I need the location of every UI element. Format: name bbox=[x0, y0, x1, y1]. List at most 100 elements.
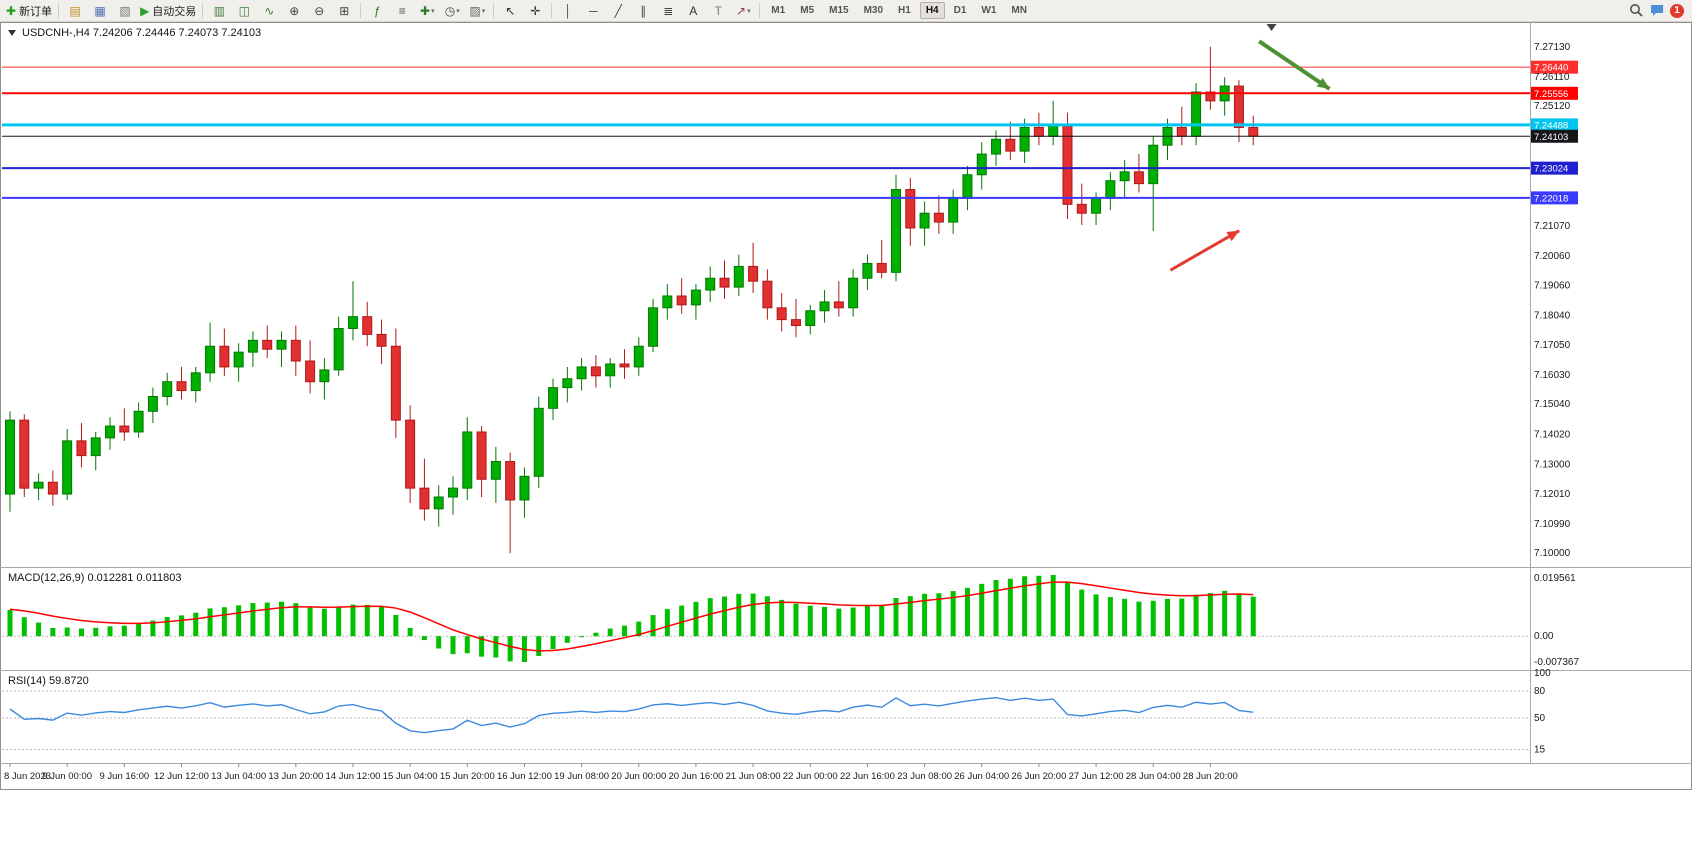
trendline-icon[interactable]: ╱ bbox=[606, 2, 630, 20]
resistance-line-upper-badge: 7.26440 bbox=[1531, 60, 1578, 74]
timeframe-h4-button[interactable]: H4 bbox=[919, 2, 945, 19]
price-badge-label: 7.24488 bbox=[1534, 120, 1568, 131]
bar-chart-icon[interactable]: ▥ bbox=[207, 2, 231, 20]
indicators-icon: ƒ bbox=[373, 3, 381, 18]
autotrading-icon: ▶ bbox=[140, 3, 150, 18]
market-watch-icon: ▤ bbox=[69, 3, 81, 18]
red-arrow[interactable] bbox=[1169, 229, 1241, 272]
dropdown-caret-icon: ▾ bbox=[747, 7, 751, 15]
time-label: 16 Jun 12:00 bbox=[497, 771, 552, 782]
candlestick-chart-icon: ◫ bbox=[238, 3, 250, 18]
zoom-out-icon[interactable]: ⊖ bbox=[307, 2, 331, 20]
toolbar-right: 1 bbox=[1629, 3, 1688, 18]
label-icon: T bbox=[714, 3, 722, 18]
templates-icon: ▨ bbox=[469, 3, 481, 18]
green-arrow[interactable] bbox=[1258, 39, 1331, 91]
cursor-icon[interactable]: ↖ bbox=[498, 2, 522, 20]
autotrading-button-label: 自动交易 bbox=[152, 5, 197, 18]
horizontal-line-icon: ─ bbox=[589, 3, 598, 18]
rsi-tick: 15 bbox=[1534, 745, 1546, 756]
toolbar-separator bbox=[202, 3, 204, 18]
arrows-icon[interactable]: ↗ ▾ bbox=[731, 2, 755, 20]
navigator-icon[interactable]: ▦ bbox=[88, 2, 112, 20]
resistance-line-badge: 7.25556 bbox=[1531, 86, 1578, 100]
timeframe-d1-button[interactable]: D1 bbox=[953, 5, 967, 16]
chart-shift-marker[interactable] bbox=[1266, 24, 1277, 31]
rsi-tick: 80 bbox=[1534, 686, 1546, 697]
text-icon[interactable]: A bbox=[681, 2, 705, 20]
rsi-tick: 100 bbox=[1534, 668, 1551, 679]
zoom-in-icon: ⊕ bbox=[289, 3, 300, 18]
chat-icon[interactable] bbox=[1649, 3, 1665, 18]
toolbar-separator bbox=[759, 3, 761, 18]
price-badge-label: 7.23024 bbox=[1534, 164, 1568, 175]
macd-tick: -0.007367 bbox=[1534, 657, 1579, 668]
autotrading-button[interactable]: ▶ 自动交易 bbox=[138, 2, 198, 20]
price-tick: 7.16030 bbox=[1534, 370, 1571, 381]
new-order-button[interactable]: ✚ 新订单 bbox=[4, 2, 54, 20]
current-price-line-badge: 7.24103 bbox=[1531, 129, 1578, 143]
price-tick: 7.13000 bbox=[1534, 459, 1571, 470]
trendline-icon: ╱ bbox=[614, 3, 622, 18]
objects-list-icon[interactable]: ≡ bbox=[390, 2, 414, 20]
templates-icon[interactable]: ▨ ▾ bbox=[465, 2, 489, 20]
price-tick: 7.15040 bbox=[1534, 399, 1571, 410]
line-chart-icon[interactable]: ∿ bbox=[257, 2, 281, 20]
horizontal-line-icon[interactable]: ─ bbox=[581, 2, 605, 20]
fibonacci-icon[interactable]: ≣ bbox=[656, 2, 680, 20]
time-label: 9 Jun 16:00 bbox=[99, 771, 149, 782]
arrows-icon: ↗ bbox=[736, 3, 747, 18]
price-badge-label: 7.26440 bbox=[1534, 63, 1568, 74]
tile-windows-icon[interactable]: ⊞ bbox=[332, 2, 356, 20]
indicators-icon[interactable]: ƒ bbox=[365, 2, 389, 20]
toolbar-separator bbox=[551, 3, 553, 18]
periods-icon[interactable]: ◷ ▾ bbox=[440, 2, 464, 20]
macd-tick: 0.019561 bbox=[1534, 573, 1576, 584]
add-indicator-icon[interactable]: ✚ ▾ bbox=[415, 2, 439, 20]
toolbar: ✚ 新订单 ▤ ▦ ▧ ▶ 自动交易 ▥ ◫ ∿ ⊕ ⊖ ⊞ ƒ ≡ ✚ ▾ ◷ ▾ ▨ ▾ ↖ ✛ │ ─ ╱ ∥ ≣ A T ↗ ▾ M1 M… bbox=[0, 0, 1692, 22]
time-label: 20 Jun 00:00 bbox=[611, 771, 666, 782]
new-order-button-label: 新订单 bbox=[19, 5, 53, 18]
time-label: 26 Jun 04:00 bbox=[954, 771, 1009, 782]
pivot-line-badge: 7.24488 bbox=[1531, 118, 1578, 132]
dropdown-caret-icon: ▾ bbox=[431, 7, 435, 15]
timeframe-h1-button[interactable]: H1 bbox=[898, 5, 911, 16]
label-icon[interactable]: T bbox=[706, 2, 730, 20]
time-label: 13 Jun 20:00 bbox=[268, 771, 323, 782]
price-tick: 7.10990 bbox=[1534, 519, 1571, 530]
one-click-trading-toggle[interactable] bbox=[8, 30, 16, 36]
crosshair-icon[interactable]: ✛ bbox=[523, 2, 547, 20]
time-label: 15 Jun 20:00 bbox=[440, 771, 495, 782]
price-badge-label: 7.22018 bbox=[1534, 193, 1568, 204]
add-indicator-icon: ✚ bbox=[420, 3, 431, 18]
market-watch-icon[interactable]: ▤ bbox=[63, 2, 87, 20]
timeframe-m15-button[interactable]: M15 bbox=[829, 5, 849, 16]
timeframe-m1-button[interactable]: M1 bbox=[771, 5, 786, 16]
price-badge-label: 7.24103 bbox=[1534, 132, 1568, 143]
toolbar-separator bbox=[360, 3, 362, 18]
candlestick-chart-icon[interactable]: ◫ bbox=[232, 2, 256, 20]
price-tick: 7.19060 bbox=[1534, 280, 1571, 291]
terminal-icon: ▧ bbox=[119, 3, 131, 18]
time-label: 12 Jun 12:00 bbox=[154, 771, 209, 782]
tile-windows-icon: ⊞ bbox=[339, 3, 350, 18]
timeframe-mn-button[interactable]: MN bbox=[1011, 5, 1027, 16]
vertical-line-icon[interactable]: │ bbox=[556, 2, 580, 20]
zoom-in-icon[interactable]: ⊕ bbox=[282, 2, 306, 20]
chart-window[interactable]: 7.26440 7.25556 7.24488 7.24103 7.23024 7.220… bbox=[0, 22, 1692, 790]
time-label: 9 Jun 00:00 bbox=[42, 771, 92, 782]
support-line-lower-badge: 7.22018 bbox=[1531, 191, 1578, 205]
time-label: 20 Jun 16:00 bbox=[668, 771, 723, 782]
timeframe-m30-button[interactable]: M30 bbox=[863, 5, 884, 16]
equidistant-channel-icon[interactable]: ∥ bbox=[631, 2, 655, 20]
price-tick: 7.26110 bbox=[1534, 72, 1570, 83]
candlesticks bbox=[5, 46, 1259, 554]
notification-badge[interactable]: 1 bbox=[1670, 3, 1684, 18]
timeframe-m5-button[interactable]: M5 bbox=[800, 5, 815, 16]
bar-chart-icon: ▥ bbox=[213, 3, 225, 18]
timeframe-w1-button[interactable]: W1 bbox=[981, 5, 997, 16]
terminal-icon[interactable]: ▧ bbox=[113, 2, 137, 20]
search-icon[interactable] bbox=[1629, 3, 1644, 18]
